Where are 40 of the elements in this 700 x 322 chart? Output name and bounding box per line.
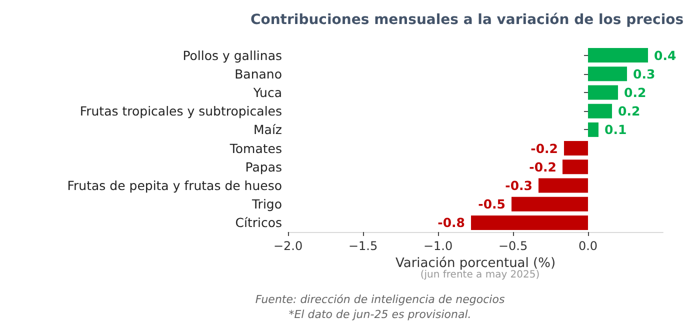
bar (588, 104, 612, 118)
source-note: Fuente: dirección de inteligencia de negocios (255, 293, 505, 306)
y-tick-label: Frutas de pepita y frutas de hueso (67, 178, 282, 193)
data-label: 0.2 (624, 85, 646, 100)
y-tick-label: Cítricos (235, 215, 282, 230)
bar (588, 122, 598, 137)
bar (538, 178, 588, 193)
y-tick-label: Frutas tropicales y subtropicales (80, 104, 282, 119)
bar (588, 66, 627, 82)
text: *El dato de jun-25 es provisional. (288, 308, 472, 321)
y-tick-label: Banano (234, 66, 282, 82)
bar (564, 141, 588, 156)
y-tick-label: Tomates (228, 140, 282, 156)
bar (588, 85, 618, 100)
y-tick-label: Papas (245, 159, 282, 174)
data-label: 0.2 (618, 104, 640, 119)
data-label: 0.4 (654, 48, 676, 63)
data-label: -0.2 (530, 140, 558, 156)
y-tick-label: Pollos y gallinas (182, 48, 282, 63)
x-tick-label: −0.5 (498, 239, 528, 253)
x-tick-label: 0.0 (578, 239, 598, 253)
data-label: -0.3 (505, 178, 532, 193)
x-tick-label: −2.0 (273, 239, 303, 253)
data-label: -0.8 (438, 215, 465, 230)
data-label: -0.2 (529, 159, 556, 174)
bar (588, 48, 648, 63)
y-tick-label: Maíz (254, 122, 282, 138)
bar (512, 196, 588, 212)
x-tick-label: −1.0 (423, 239, 453, 253)
data-label: -0.5 (478, 196, 506, 212)
text: (jun frente a may 2025) (420, 270, 540, 280)
x-axis-title: Variación porcentual (%) (395, 256, 556, 271)
y-tick-label: Yuca (252, 85, 282, 100)
x-tick-label: −1.5 (348, 239, 378, 253)
data-label: 0.3 (633, 66, 656, 82)
bar (562, 160, 588, 174)
bar (471, 215, 588, 230)
y-tick-label: Trigo (251, 196, 282, 212)
chart-title: Contribuciones mensuales a la variación de los precios (250, 12, 684, 28)
data-label: 0.1 (604, 122, 627, 138)
